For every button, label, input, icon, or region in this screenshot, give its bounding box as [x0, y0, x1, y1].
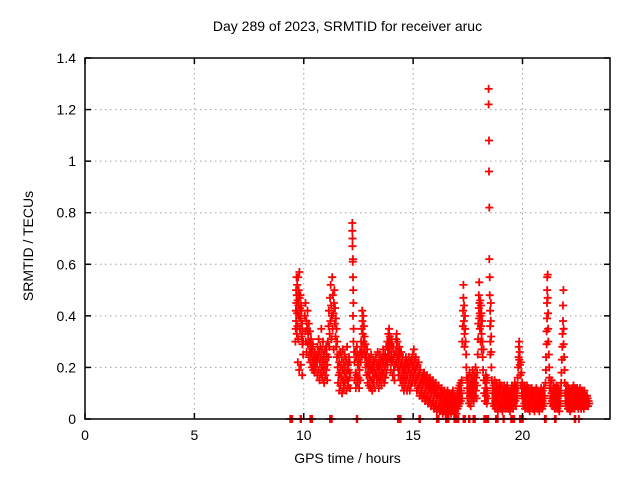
y-axis-label: SRMTID / TECUs	[20, 190, 36, 302]
y-tick-label: 0	[68, 411, 76, 427]
y-tick-label: 1.4	[57, 50, 77, 66]
y-tick-label: 0.6	[57, 256, 77, 272]
plot-border	[84, 57, 611, 420]
x-tick-label: 5	[190, 427, 198, 443]
x-tick-label: 20	[515, 427, 531, 443]
y-tick-label: 0.4	[57, 308, 77, 324]
y-tick-label: 0.2	[57, 359, 77, 375]
x-tick-label: 0	[81, 427, 89, 443]
x-axis-label: GPS time / hours	[294, 450, 401, 466]
x-tick-label: 10	[296, 427, 312, 443]
x-tick-label: 15	[405, 427, 421, 443]
y-tick-label: 0.8	[57, 205, 77, 221]
chart-title: Day 289 of 2023, SRMTID for receiver aru…	[212, 18, 483, 34]
y-tick-label: 1	[68, 153, 76, 169]
scatter-points	[286, 84, 594, 423]
y-tick-label: 1.2	[57, 102, 77, 118]
